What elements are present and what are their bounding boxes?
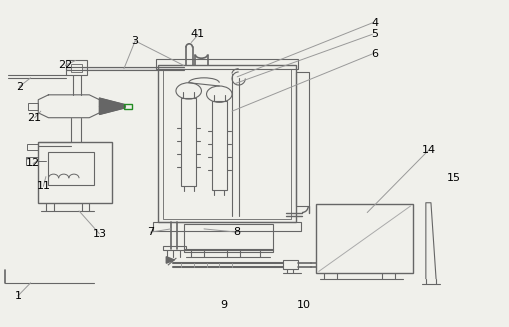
Bar [183, 224, 272, 250]
Text: 1: 1 [14, 291, 21, 301]
Polygon shape [166, 257, 174, 263]
Text: 11: 11 [36, 181, 50, 191]
Text: 2: 2 [16, 82, 23, 92]
Bar [155, 59, 298, 69]
Bar [163, 69, 290, 219]
Text: 6: 6 [371, 49, 378, 59]
Text: 5: 5 [371, 29, 378, 39]
Bar [66, 60, 87, 75]
Bar [48, 152, 94, 185]
Text: 9: 9 [219, 300, 227, 310]
Bar [124, 104, 131, 109]
Bar [211, 101, 227, 190]
Text: 10: 10 [296, 300, 310, 310]
Bar [153, 222, 300, 231]
Text: 3: 3 [131, 36, 138, 46]
Bar [163, 246, 186, 250]
Bar [28, 103, 38, 110]
Text: 21: 21 [27, 113, 42, 123]
Text: 14: 14 [420, 146, 435, 155]
Bar [158, 65, 295, 222]
Bar [316, 204, 412, 273]
Text: 13: 13 [92, 229, 106, 239]
Bar [38, 142, 112, 203]
Text: 8: 8 [233, 227, 240, 237]
Bar [282, 260, 298, 269]
Text: 15: 15 [446, 173, 460, 183]
Polygon shape [99, 98, 125, 114]
Text: 41: 41 [190, 29, 205, 39]
Bar [26, 144, 38, 150]
Bar [183, 249, 272, 252]
Bar [181, 98, 196, 186]
Text: 7: 7 [147, 227, 154, 237]
Text: 22: 22 [58, 60, 72, 70]
Text: 12: 12 [26, 159, 40, 168]
Bar [71, 64, 81, 72]
Bar [295, 72, 308, 206]
Bar [25, 157, 38, 165]
Text: 4: 4 [371, 18, 378, 28]
